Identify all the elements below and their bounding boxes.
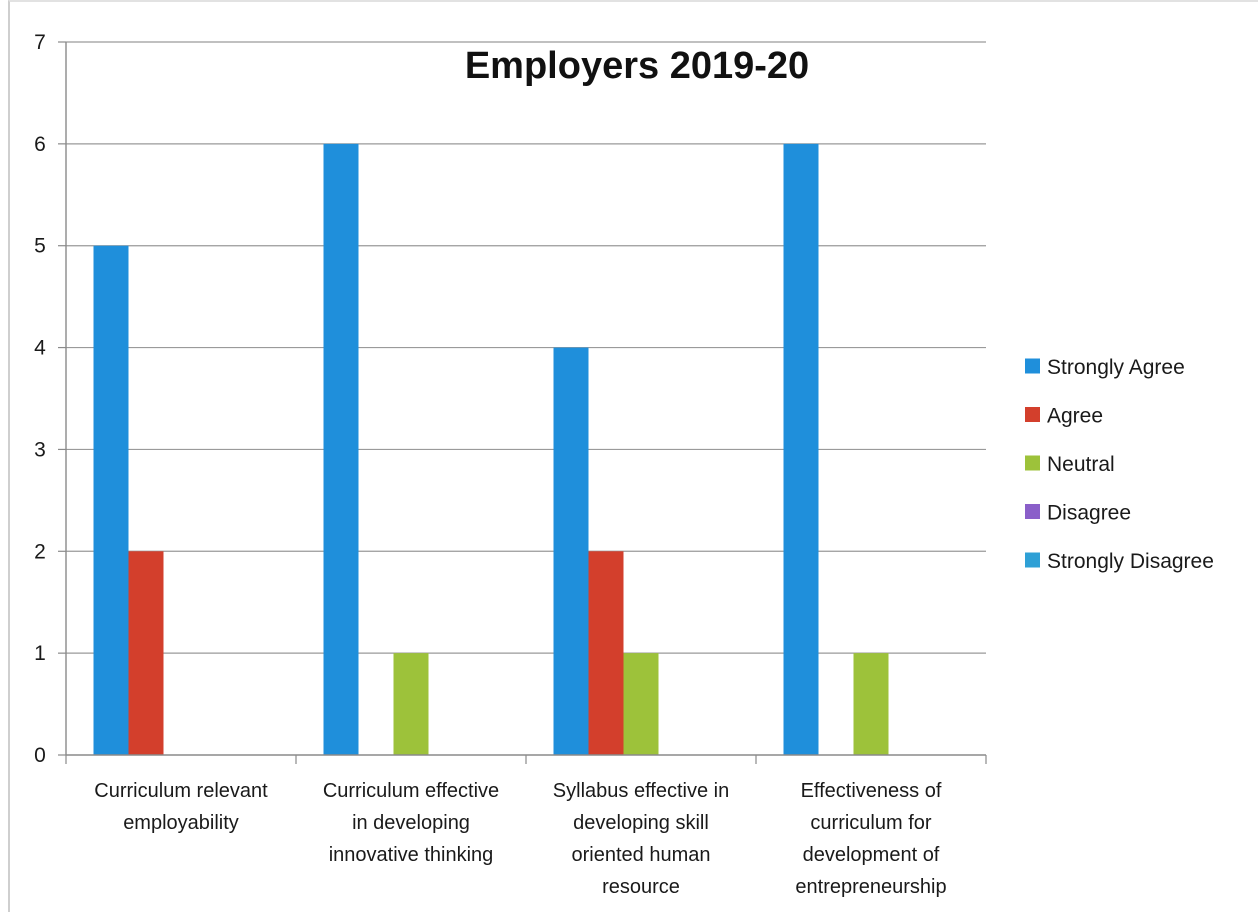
legend-swatch <box>1025 407 1040 422</box>
x-category-label: Syllabus effective in developing skill ori… <box>553 780 729 898</box>
x-category-label-line: entrepreneurship <box>795 876 946 898</box>
x-category-label-line: oriented human <box>572 844 711 866</box>
legend-label: Strongly Agree <box>1047 356 1185 379</box>
x-category-label-line: employability <box>123 812 239 834</box>
x-category-label-line: Curriculum relevant <box>94 780 268 802</box>
x-category-label-line: developing skill <box>573 812 709 834</box>
bar-neutral <box>623 653 659 755</box>
legend-swatch <box>1025 552 1040 568</box>
x-category-label-line: resource <box>602 876 680 898</box>
legend-label: Strongly Disagree <box>1047 550 1214 573</box>
bar-neutral <box>853 653 889 755</box>
legend-label: Disagree <box>1047 502 1131 525</box>
y-tick-label: 0 <box>34 744 46 767</box>
x-category-label-line: Syllabus effective in <box>553 780 729 802</box>
y-tick-label: 7 <box>34 31 46 54</box>
x-category-label: Effectiveness of curriculum for developmen… <box>795 780 946 898</box>
bar-agree <box>128 551 164 755</box>
bar-strongly-agree <box>553 347 589 755</box>
bar-strongly-agree <box>323 143 359 755</box>
x-category-label: Curriculum relevant employability <box>94 780 268 834</box>
axes: 0 1 2 3 4 5 6 7 Curriculum relevant employability… <box>34 31 987 898</box>
chart-title: Employers 2019-20 <box>465 45 809 87</box>
bar-strongly-agree <box>93 245 129 755</box>
y-tick-label: 5 <box>34 235 46 258</box>
legend-swatch <box>1025 358 1040 374</box>
y-tick-label: 3 <box>34 438 46 461</box>
legend: Strongly Agree Agree Neutral Disagree Strong… <box>1025 356 1214 573</box>
bar-agree <box>588 551 624 755</box>
bar-neutral <box>393 653 429 755</box>
x-category-label-line: Effectiveness of <box>801 780 942 802</box>
gridlines <box>58 41 986 756</box>
y-tick-label: 1 <box>34 642 46 665</box>
bars <box>93 143 889 755</box>
x-category-label-line: Curriculum effective <box>323 780 499 802</box>
legend-swatch <box>1025 455 1040 471</box>
bar-strongly-agree <box>783 143 819 755</box>
x-category-label-line: development of <box>803 844 940 866</box>
y-tick-label: 2 <box>34 540 46 563</box>
x-category-label-line: in developing <box>352 812 470 834</box>
y-tick-label: 4 <box>34 337 46 360</box>
y-tick-label: 6 <box>34 133 46 156</box>
x-category-label: Curriculum effective in developing innovat… <box>323 780 499 866</box>
x-category-label-line: innovative thinking <box>329 844 494 866</box>
chart-frame <box>8 0 1258 912</box>
legend-swatch <box>1025 504 1040 519</box>
x-category-label-line: curriculum for <box>810 812 931 834</box>
legend-label: Agree <box>1047 405 1103 428</box>
legend-label: Neutral <box>1047 453 1115 476</box>
